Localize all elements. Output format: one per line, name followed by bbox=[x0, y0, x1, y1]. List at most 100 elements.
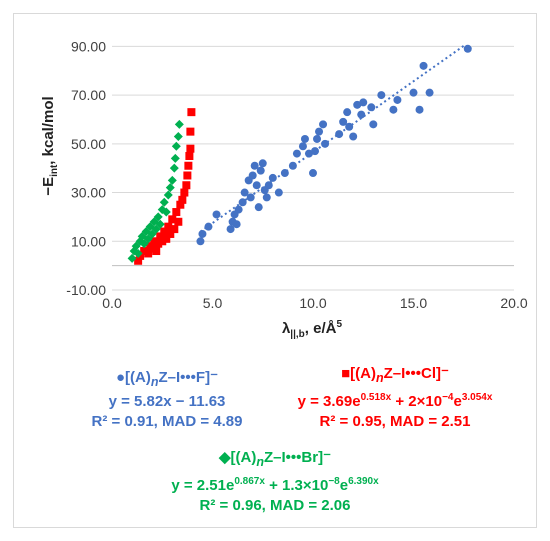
legend-chloride-equation: y = 3.69e0.518x + 2×10−4e3.054x bbox=[297, 392, 493, 410]
data-point-square bbox=[164, 222, 173, 231]
data-point-diamond bbox=[167, 175, 177, 185]
legend-fluoride-label: ●[(A)nZ–I•••F]⁻ bbox=[115, 369, 219, 389]
data-point-square bbox=[172, 208, 181, 217]
data-point-square bbox=[185, 152, 194, 160]
legend-bromide-label: ◆[(A)nZ–I•••Br]⁻ bbox=[218, 449, 332, 469]
data-point-circle bbox=[409, 88, 418, 97]
data-point-square bbox=[180, 188, 189, 197]
data-point-circle bbox=[262, 193, 271, 202]
data-point-circle bbox=[343, 108, 352, 117]
data-point-circle bbox=[248, 171, 257, 180]
gridlines bbox=[112, 45, 514, 291]
data-point-circle bbox=[246, 193, 255, 202]
data-point-circle bbox=[369, 120, 378, 129]
data-point-square bbox=[154, 239, 163, 248]
data-point-circle bbox=[311, 147, 320, 156]
data-point-circle bbox=[298, 142, 307, 151]
data-point-circle bbox=[234, 205, 243, 214]
x-tick-label: 15.0 bbox=[400, 295, 427, 311]
x-tick-label: 10.0 bbox=[299, 295, 326, 311]
data-point-circle bbox=[264, 181, 273, 190]
data-point-square bbox=[176, 200, 185, 209]
data-points bbox=[127, 44, 472, 265]
data-point-circle bbox=[256, 166, 265, 175]
data-point-square bbox=[160, 227, 169, 236]
data-point-circle bbox=[321, 139, 330, 148]
legend-bromide: ◆[(A)nZ–I•••Br]⁻ y = 2.51e0.867x + 1.3×1… bbox=[140, 448, 410, 516]
data-point-circle bbox=[339, 117, 348, 126]
data-point-square bbox=[150, 237, 159, 246]
data-point-circle bbox=[212, 210, 221, 219]
data-point-circle bbox=[463, 44, 472, 53]
square-marker-icon: ■ bbox=[341, 365, 351, 382]
data-point-diamond bbox=[171, 141, 181, 151]
legend-fluoride-stats: R² = 0.91, MAD = 4.89 bbox=[91, 413, 243, 430]
x-axis-title: λ||,b, e/Å5 bbox=[282, 319, 343, 340]
data-point-square bbox=[178, 195, 187, 204]
data-point-circle bbox=[367, 103, 376, 112]
data-point-square bbox=[144, 249, 153, 258]
data-point-circle bbox=[345, 122, 354, 131]
data-point-circle bbox=[349, 132, 358, 141]
y-tick-label: 10.00 bbox=[71, 233, 106, 249]
data-point-square bbox=[148, 244, 157, 253]
y-tick-label: 90.00 bbox=[71, 38, 106, 54]
legend-bromide-stats: R² = 0.96, MAD = 2.06 bbox=[199, 497, 351, 514]
data-point-diamond bbox=[153, 212, 163, 222]
data-point-circle bbox=[252, 181, 261, 190]
trendline bbox=[199, 43, 467, 233]
data-point-square bbox=[158, 237, 167, 246]
data-point-circle bbox=[377, 91, 386, 100]
data-point-diamond bbox=[161, 207, 171, 217]
data-point-circle bbox=[204, 222, 213, 231]
data-point-square bbox=[168, 215, 177, 224]
data-point-diamond bbox=[133, 248, 143, 258]
data-point-circle bbox=[238, 198, 247, 207]
data-point-circle bbox=[393, 95, 402, 104]
linear-fit-line bbox=[199, 43, 467, 233]
data-point-square bbox=[186, 127, 195, 136]
data-point-circle bbox=[274, 188, 283, 197]
y-tick-label: 30.00 bbox=[71, 185, 106, 201]
legend-chloride-label: ■[(A)nZ–I•••Cl]⁻ bbox=[341, 365, 449, 385]
data-point-square bbox=[162, 234, 171, 243]
y-tick-label: -10.00 bbox=[66, 282, 106, 298]
data-point-square bbox=[186, 144, 195, 153]
y-axis-title: −Eint, kcal/mol bbox=[40, 96, 60, 195]
data-point-circle bbox=[268, 173, 277, 182]
y-tick-label: 50.00 bbox=[71, 136, 106, 152]
data-point-diamond bbox=[127, 253, 137, 263]
data-point-diamond bbox=[159, 197, 169, 207]
data-point-circle bbox=[309, 169, 317, 178]
data-point-circle bbox=[419, 61, 428, 70]
data-point-circle bbox=[226, 225, 235, 234]
data-point-circle bbox=[313, 134, 322, 143]
data-point-circle bbox=[250, 161, 259, 170]
data-point-square bbox=[174, 217, 183, 226]
data-point-diamond bbox=[169, 163, 179, 173]
data-point-diamond bbox=[173, 132, 183, 142]
data-point-diamond bbox=[174, 119, 184, 129]
data-point-diamond bbox=[163, 190, 173, 200]
data-point-circle bbox=[300, 134, 309, 143]
legend-fluoride-equation: y = 5.82x − 11.63 bbox=[108, 393, 226, 410]
legend-chloride-stats: R² = 0.95, MAD = 2.51 bbox=[319, 413, 471, 430]
x-tick-label: 5.0 bbox=[203, 295, 223, 311]
data-point-circle bbox=[240, 188, 249, 197]
data-point-square bbox=[140, 247, 149, 256]
data-point-circle bbox=[232, 220, 241, 229]
data-point-square bbox=[134, 256, 143, 265]
data-point-square bbox=[170, 225, 179, 234]
data-point-circle bbox=[359, 98, 368, 107]
data-point-square bbox=[156, 232, 165, 241]
y-tick-label: 70.00 bbox=[71, 87, 106, 103]
data-point-circle bbox=[335, 130, 344, 139]
data-point-square bbox=[184, 161, 193, 170]
x-tick-label: 20.0 bbox=[500, 295, 527, 311]
data-point-circle bbox=[280, 169, 289, 178]
data-point-diamond bbox=[155, 219, 165, 229]
data-point-diamond bbox=[170, 153, 180, 163]
data-point-circle bbox=[196, 237, 205, 246]
data-point-square bbox=[166, 229, 175, 238]
